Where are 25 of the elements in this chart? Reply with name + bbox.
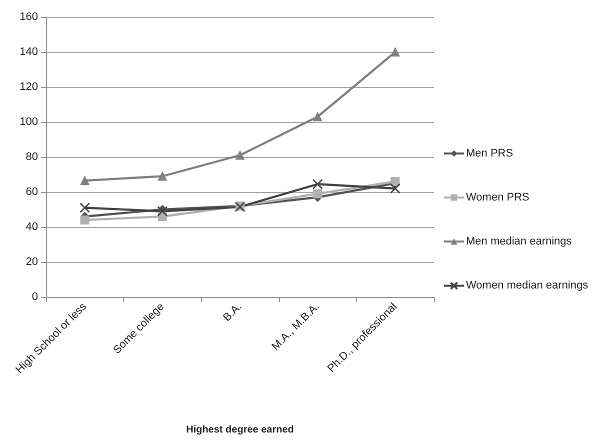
- legend-label: Women PRS: [466, 192, 530, 204]
- point: [313, 189, 322, 198]
- y-tick-label: 0: [32, 291, 38, 303]
- y-tick-label: 100: [20, 116, 38, 128]
- point: [236, 150, 244, 160]
- x-tick-label: B.A.: [221, 300, 244, 324]
- point: [80, 202, 90, 213]
- point: [158, 172, 167, 181]
- legend-label: Men median earnings: [466, 236, 572, 248]
- x-axis-title: Highest degree earned: [186, 424, 294, 436]
- point: [80, 216, 90, 224]
- point: [312, 178, 323, 190]
- point: [313, 112, 322, 122]
- point: [390, 48, 400, 56]
- y-tick-label: 20: [26, 256, 38, 268]
- legend-label: Women median earnings: [466, 280, 589, 292]
- y-tick-label: 60: [26, 186, 38, 198]
- y-tick-label: 40: [26, 221, 38, 233]
- y-tick-label: 120: [20, 81, 38, 93]
- y-tick-label: 140: [20, 46, 38, 58]
- y-tick-label: 160: [20, 11, 38, 23]
- point: [80, 176, 90, 186]
- point: [390, 183, 400, 194]
- legend-label: Men PRS: [466, 148, 514, 160]
- y-tick-label: 80: [26, 151, 38, 163]
